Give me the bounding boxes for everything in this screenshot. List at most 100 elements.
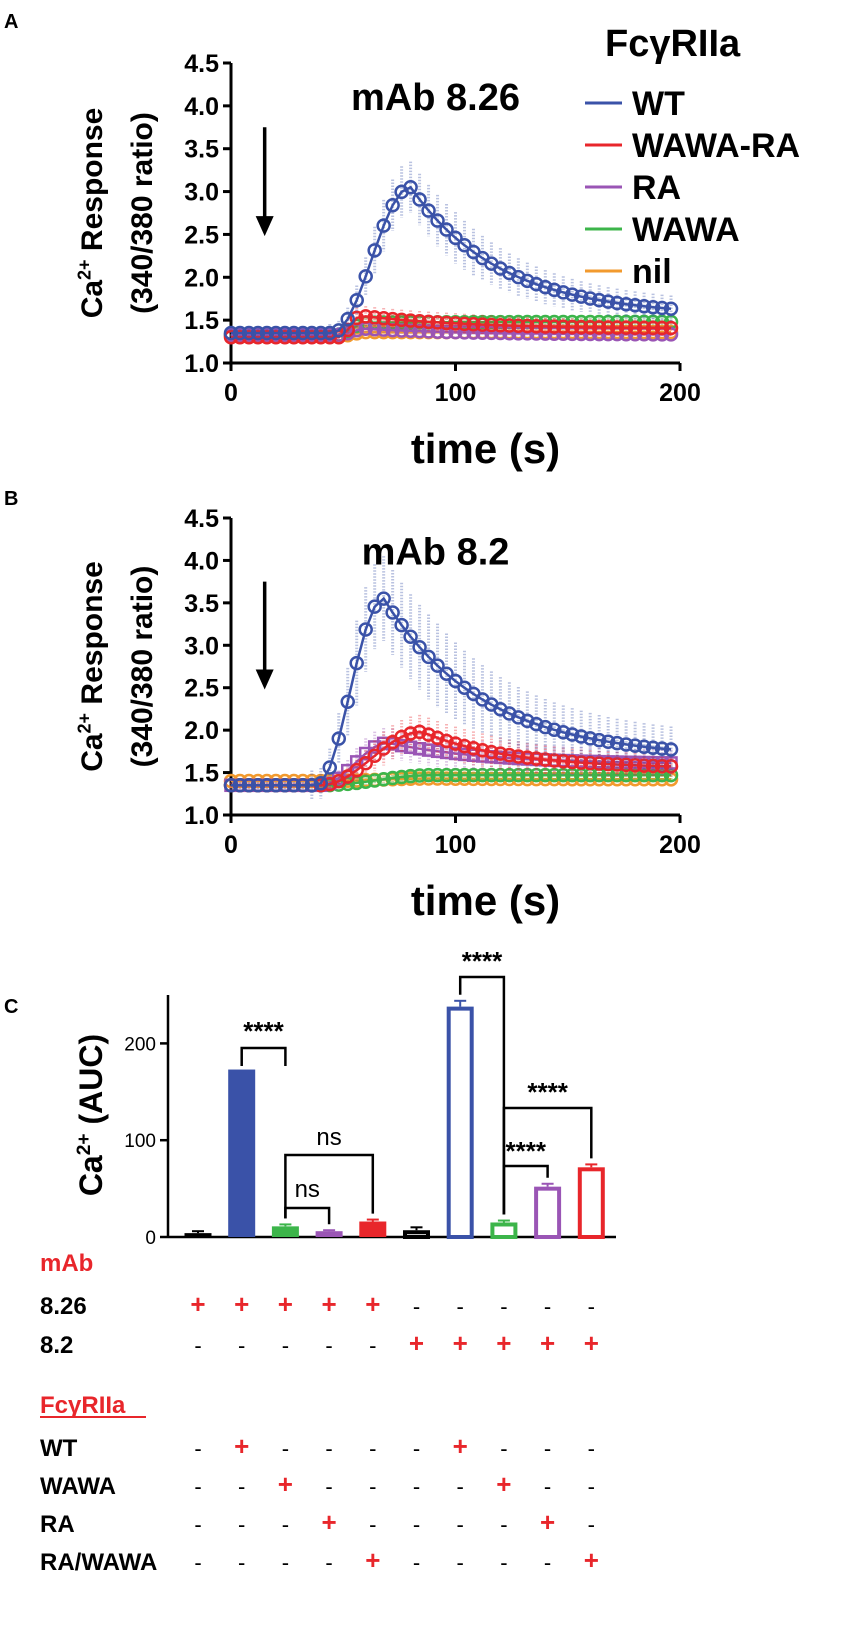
table-cell: -	[325, 1550, 332, 1575]
data-point	[466, 741, 481, 756]
data-point	[591, 756, 607, 771]
table-cell: -	[544, 1474, 551, 1499]
panel-label-a: A	[4, 11, 18, 33]
data-point	[564, 319, 580, 335]
data-point	[358, 269, 373, 284]
significance-bracket	[502, 1106, 593, 1215]
data-point	[349, 293, 364, 308]
data-point	[394, 323, 409, 338]
data-point	[511, 749, 526, 764]
table-cell: -	[588, 1512, 595, 1537]
data-point	[403, 726, 418, 741]
data-point	[394, 769, 409, 785]
bar-7	[446, 1006, 474, 1240]
data-point	[654, 320, 670, 336]
data-point	[403, 768, 418, 784]
data-point	[573, 289, 589, 304]
significance-bracket	[240, 1046, 287, 1066]
data-point	[286, 325, 302, 341]
bar-5	[359, 1221, 387, 1237]
data-point	[529, 276, 544, 292]
data-point	[439, 222, 454, 237]
data-point	[367, 310, 382, 325]
table-row-label: WT	[40, 1435, 78, 1462]
y-tick-label: 2.5	[184, 221, 219, 249]
data-point	[241, 778, 257, 793]
data-point	[403, 180, 418, 195]
data-point	[564, 754, 580, 770]
data-point	[232, 325, 248, 341]
series-wt	[223, 161, 679, 342]
data-point	[600, 734, 616, 749]
stimulus-arrow-head	[255, 669, 274, 690]
data-point	[502, 747, 517, 763]
data-point	[493, 325, 508, 341]
data-point	[430, 767, 445, 783]
table-cell: -	[413, 1294, 420, 1319]
series-wawa	[223, 767, 679, 793]
table-cell: -	[588, 1294, 595, 1319]
stimulus-arrow-head	[255, 216, 274, 237]
data-point	[268, 325, 284, 341]
data-point	[358, 309, 373, 324]
y-tick-label: 0	[145, 1228, 156, 1249]
data-point	[582, 731, 598, 746]
data-point	[547, 722, 562, 738]
data-point	[439, 733, 454, 749]
data-point	[448, 746, 463, 761]
table-cell: +	[453, 1431, 468, 1461]
data-point	[663, 742, 679, 757]
data-point	[385, 311, 400, 327]
y-tick-label: 4.5	[184, 50, 219, 78]
data-point	[547, 282, 562, 298]
data-point	[259, 325, 275, 341]
y-axis-label-sup: 2+	[74, 1133, 95, 1155]
legend-label-wawa-ra: WAWA-RA	[632, 127, 800, 165]
table-cell: -	[194, 1474, 201, 1499]
data-point	[529, 767, 544, 783]
data-point	[439, 666, 454, 681]
table-cell: -	[238, 1333, 245, 1358]
significance-label: ****	[527, 1077, 568, 1107]
data-point	[322, 325, 338, 341]
table-cell: -	[588, 1436, 595, 1461]
bar-10	[577, 1167, 605, 1239]
data-point	[529, 326, 544, 341]
table-cell: +	[278, 1469, 293, 1499]
data-point	[645, 299, 661, 315]
y-axis-label-rest: Response	[76, 108, 109, 260]
y-tick-label: 3.0	[184, 179, 219, 207]
table-cell: -	[238, 1474, 245, 1499]
data-point	[439, 767, 454, 783]
y-tick-label: 100	[124, 1131, 156, 1152]
table-cell: -	[413, 1512, 420, 1537]
data-point	[556, 754, 571, 769]
data-point	[502, 767, 517, 783]
data-point	[304, 778, 320, 793]
data-point	[376, 591, 391, 606]
data-point	[564, 727, 580, 742]
data-point	[457, 238, 472, 253]
data-point	[538, 279, 553, 295]
table-cell: -	[194, 1333, 201, 1358]
data-point	[609, 295, 625, 311]
data-point	[582, 755, 598, 771]
data-point	[556, 767, 571, 783]
data-point	[313, 776, 329, 791]
data-point	[448, 767, 463, 783]
table-cell: -	[588, 1474, 595, 1499]
data-point	[421, 324, 436, 339]
table-cell: -	[500, 1550, 507, 1575]
data-point	[663, 301, 679, 317]
legend-label-ra: RA	[632, 169, 681, 207]
data-point	[439, 324, 454, 340]
x-axis-label: time (s)	[411, 877, 560, 924]
data-point	[663, 759, 679, 774]
data-point	[367, 599, 382, 614]
data-point	[439, 315, 454, 331]
data-point	[520, 767, 535, 783]
chart-title: mAb 8.2	[362, 531, 510, 573]
data-point	[484, 744, 499, 760]
table-cell: -	[544, 1550, 551, 1575]
data-point	[304, 325, 320, 341]
